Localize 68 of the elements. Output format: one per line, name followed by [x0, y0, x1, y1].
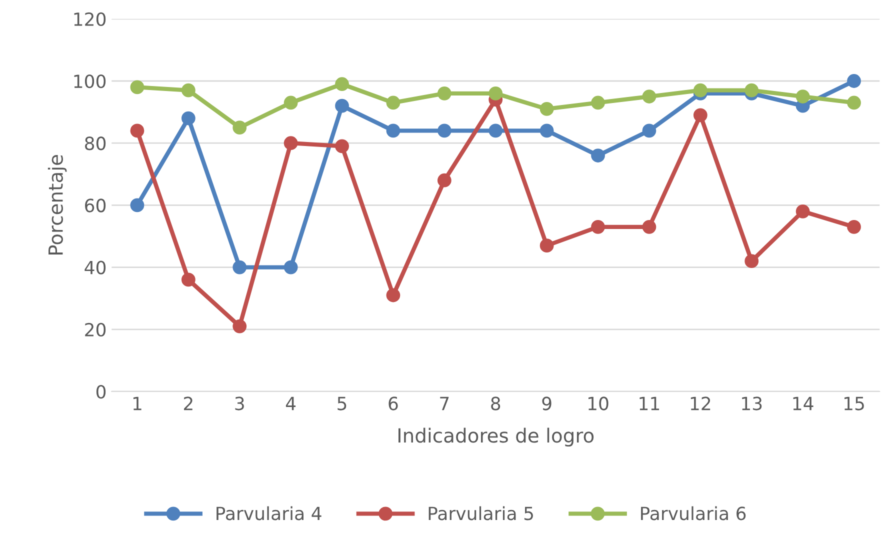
point [386, 96, 400, 110]
point [488, 86, 503, 100]
point [591, 220, 605, 234]
point [437, 86, 452, 100]
point [335, 77, 349, 92]
point [540, 238, 554, 253]
point [386, 288, 400, 302]
x-tick-label: 2 [184, 396, 192, 410]
point [284, 260, 298, 274]
point [130, 198, 144, 212]
y-tick-label: 120 [74, 12, 106, 26]
x-tick-label: 3 [235, 396, 244, 410]
point [284, 136, 298, 150]
x-tick-label: 14 [793, 396, 814, 410]
point [386, 124, 400, 138]
y-tick-label: 60 [85, 198, 106, 212]
x-tick-label: 5 [338, 396, 346, 410]
x-tick-label: 8 [491, 396, 500, 410]
x-tick-label: 10 [588, 396, 608, 410]
point [130, 124, 144, 138]
point [181, 111, 196, 126]
x-tick-label: 4 [286, 396, 296, 410]
y-tick-label: 100 [74, 74, 106, 88]
point [232, 120, 247, 135]
point [642, 220, 656, 234]
point [437, 173, 452, 188]
point [847, 74, 861, 88]
legend-label: Parvularia 6 [641, 506, 746, 520]
x-tick-label: 13 [742, 396, 762, 410]
point [232, 319, 247, 334]
point [181, 272, 196, 287]
y-tick-label: 0 [96, 384, 106, 399]
point [744, 83, 759, 98]
point [591, 96, 605, 110]
point [540, 124, 554, 138]
x-tick-label: 11 [640, 396, 660, 410]
x-tick-label: 9 [542, 396, 552, 410]
y-tick-label: 20 [85, 322, 106, 337]
point [642, 90, 656, 104]
point [693, 83, 708, 98]
y-tick-label: 40 [84, 260, 106, 274]
x-tick-label: 15 [844, 396, 864, 410]
point [847, 96, 861, 110]
point [335, 98, 349, 113]
point [847, 220, 861, 234]
point [744, 254, 759, 268]
point [335, 139, 349, 154]
point [591, 148, 605, 162]
point [796, 90, 810, 104]
legend-label: Parvularia 5 [428, 506, 533, 520]
point [130, 80, 144, 94]
x-tick-label: 12 [690, 396, 710, 410]
x-tick-label: 1 [133, 396, 142, 410]
point [693, 108, 708, 122]
point [540, 102, 554, 116]
point [181, 83, 196, 98]
legend-label: Parvularia 4 [216, 506, 322, 520]
point [796, 204, 810, 218]
point [284, 96, 298, 110]
point [488, 124, 503, 138]
x-tick-label: 6 [388, 396, 398, 410]
x-tick-label: 7 [440, 396, 449, 410]
point [437, 124, 452, 138]
x-axis-title: Indicadores de logro [398, 428, 594, 447]
point [232, 260, 247, 274]
y-axis-title: Porcentaje [48, 155, 67, 254]
y-tick-label: 80 [85, 136, 106, 150]
point [642, 124, 656, 138]
